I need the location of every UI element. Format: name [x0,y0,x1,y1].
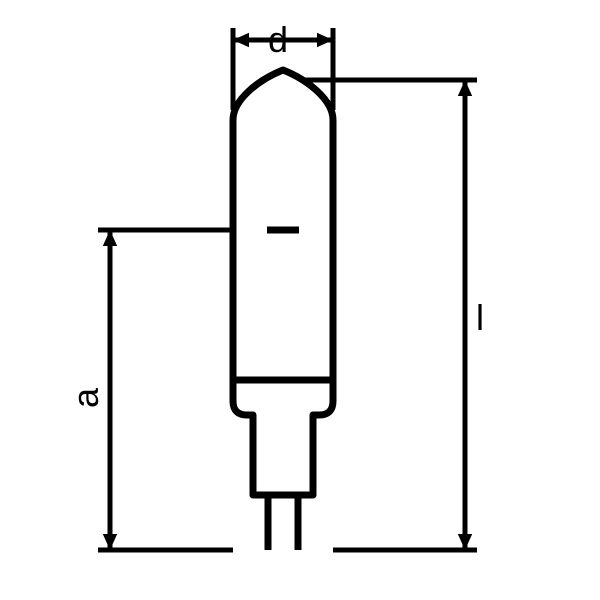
dimension-l-label: l [476,297,484,338]
pin-left [265,495,272,550]
pin-right [295,495,302,550]
dimension-d-label: d [268,19,288,60]
dimension-l: l [300,80,484,550]
dimension-a: a [65,230,233,550]
dimension-a-label: a [65,387,106,408]
bulb-dimension-diagram: d l a [0,0,600,600]
bulb-outline [233,70,333,495]
